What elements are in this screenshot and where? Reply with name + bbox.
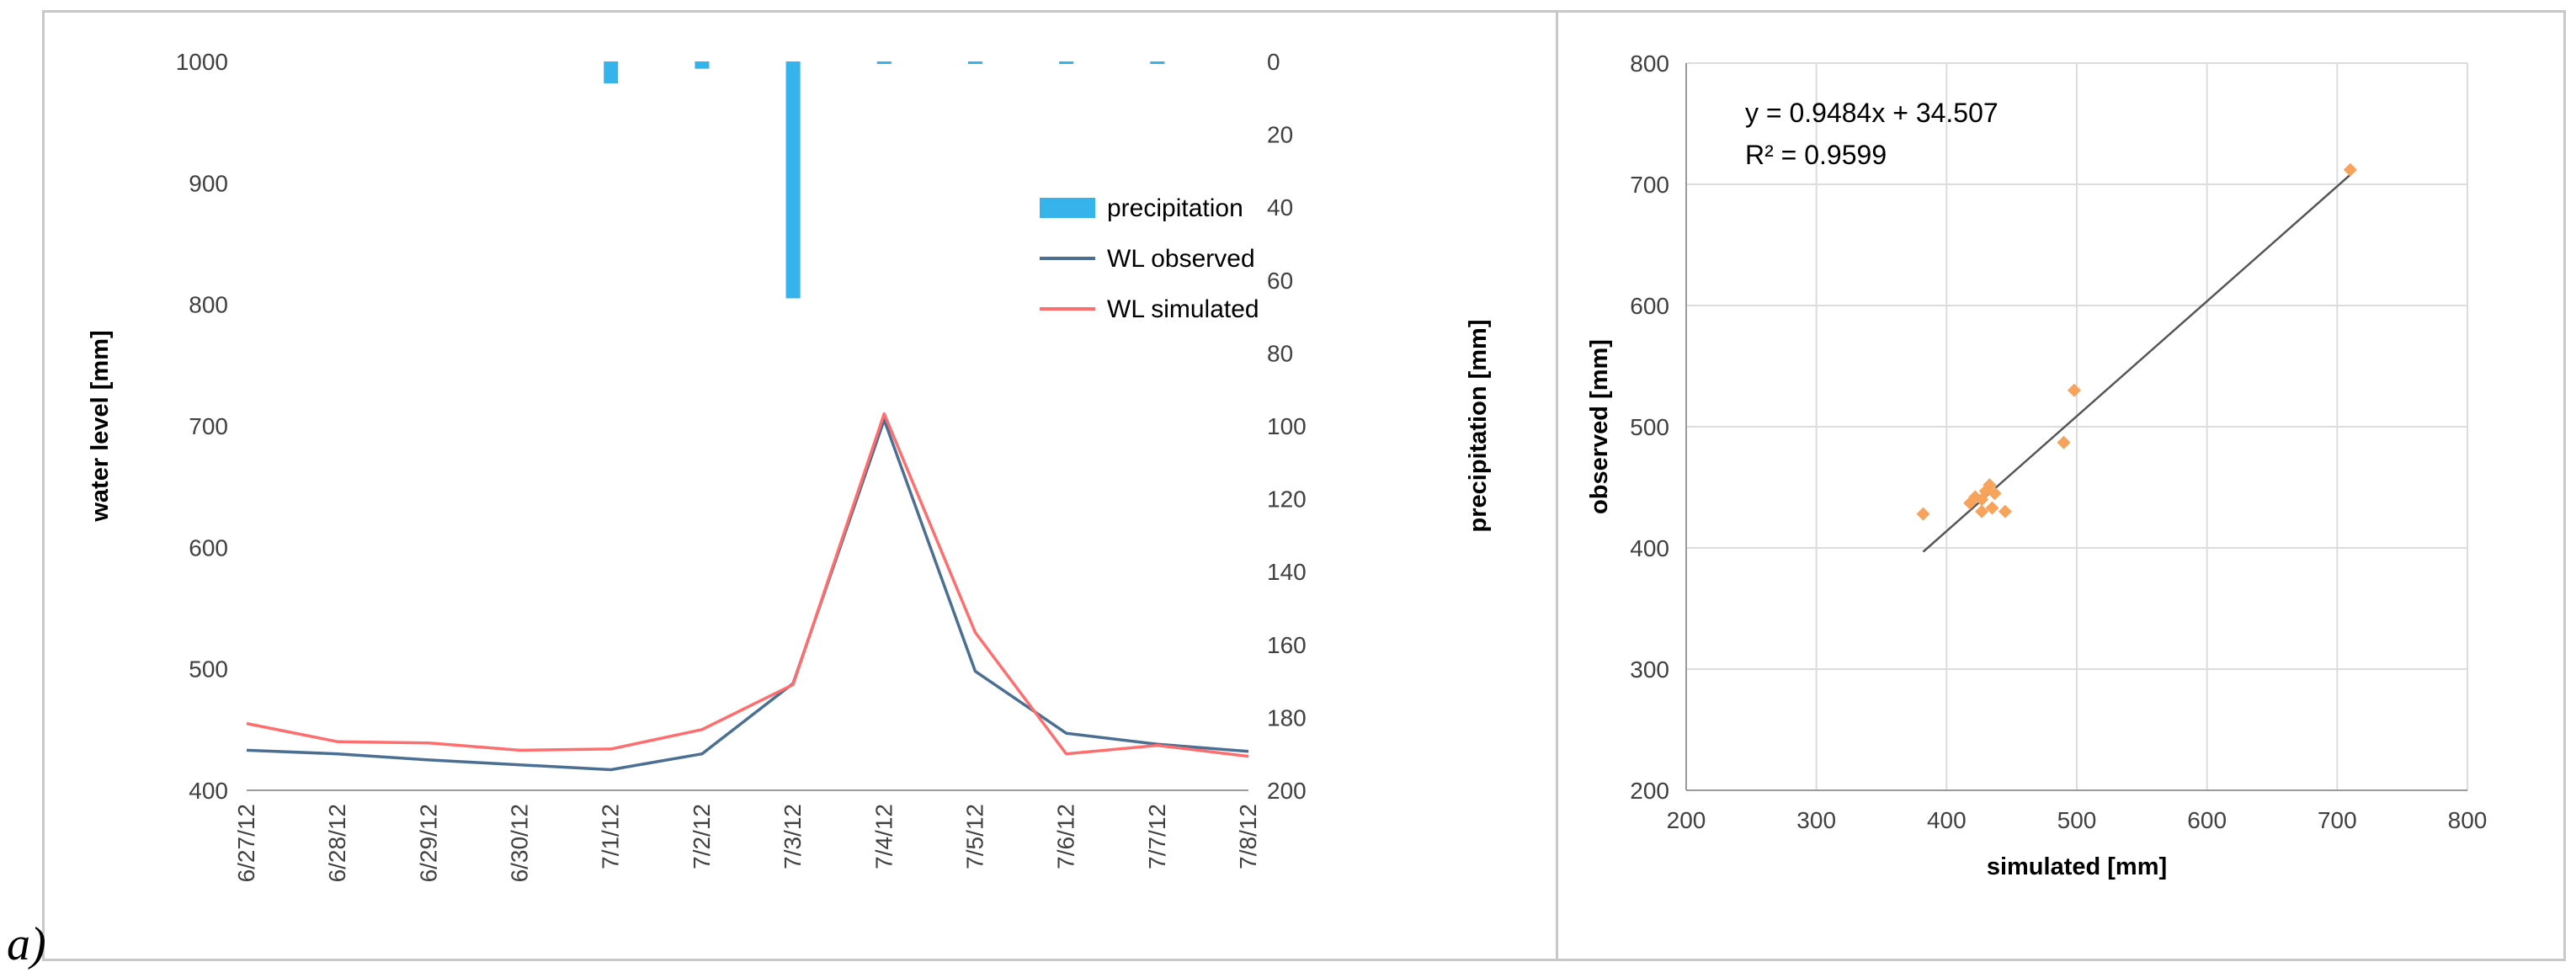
y2-tick-label: 60 [1267, 268, 1293, 294]
precipitation-bar [967, 61, 982, 64]
x-tick-label: 7/1/12 [598, 804, 624, 869]
precipitation-bar [604, 61, 619, 83]
y2-tick-label: 120 [1267, 486, 1307, 513]
y-tick-label: 800 [1630, 50, 1669, 77]
y-tick-label: 600 [1630, 293, 1669, 319]
scatter-point [1983, 478, 1997, 492]
y2-tick-label: 0 [1267, 49, 1280, 75]
y-tick-label: 800 [189, 292, 228, 318]
scatter-point [2067, 383, 2081, 397]
r-squared: R² = 0.9599 [1745, 140, 1887, 170]
x-tick-label: 500 [2057, 807, 2097, 833]
legend-entry: WL observed [1107, 245, 1255, 273]
x-tick-label: 6/27/12 [233, 804, 259, 882]
precipitation-bar [695, 61, 710, 69]
scatter-point [1975, 504, 1989, 518]
legend-swatch-precipitation [1040, 198, 1095, 218]
scatter-point [1985, 501, 1999, 515]
x-tick-label: 6/28/12 [324, 804, 350, 882]
y2-tick-label: 140 [1267, 559, 1307, 585]
x-tick-label: 7/4/12 [870, 804, 897, 869]
precipitation-bar [1150, 61, 1165, 64]
x-tick-label: 7/2/12 [689, 804, 715, 869]
scatter-point [1978, 484, 1993, 498]
y-tick-label: 1000 [176, 49, 228, 75]
precipitation-bar [1059, 61, 1074, 64]
scatter-chart-panel: 200 300 400 500 600 700 800 200 300 400 500 600 700 8… [1556, 10, 2566, 961]
y2-tick-label: 40 [1267, 194, 1293, 221]
x-tick-label: 7/5/12 [961, 804, 987, 869]
y2-tick-label: 100 [1267, 413, 1307, 439]
y-tick-label: 600 [189, 534, 228, 561]
scatter-chart: 200 300 400 500 600 700 800 200 300 400 500 600 700 8… [1586, 50, 2488, 880]
x-tick-label: 6/30/12 [507, 804, 533, 882]
scatter-point [1998, 504, 2012, 518]
x-tick-label: 700 [2318, 807, 2357, 833]
x-tick-label: 7/8/12 [1235, 804, 1261, 869]
legend-entry: precipitation [1107, 194, 1243, 222]
y2-axis-title: precipitation [mm] [1465, 320, 1492, 533]
y-tick-label: 300 [1630, 656, 1669, 683]
timeseries-chart-panel: 400 500 600 700 800 900 1000 0 20 40 60 80 100 120 140… [42, 10, 1566, 961]
y-tick-label: 200 [1630, 778, 1669, 804]
x-tick-label: 400 [1927, 807, 1967, 833]
y-tick-label: 700 [189, 413, 228, 439]
y-axis-title: observed [mm] [1586, 339, 1613, 514]
scatter-point [1916, 507, 1930, 521]
x-axis-title: simulated [mm] [1987, 853, 2167, 880]
x-tick-label: 200 [1667, 807, 1706, 833]
scatter-point [1988, 486, 2002, 501]
precipitation-bar [785, 61, 801, 299]
y-tick-label: 400 [1630, 535, 1669, 561]
x-tick-label: 600 [2187, 807, 2227, 833]
panel-label: a) [7, 918, 46, 970]
x-tick-label: 7/3/12 [780, 804, 806, 869]
y-tick-label: 500 [189, 656, 228, 683]
scatter-point [2057, 435, 2071, 449]
x-tick-label: 7/6/12 [1053, 804, 1079, 869]
x-tick-label: 300 [1796, 807, 1836, 833]
x-tick-label: 7/7/12 [1144, 804, 1170, 869]
series-line-wl-observed [246, 418, 1249, 772]
x-tick-label: 6/29/12 [415, 804, 441, 882]
y2-tick-label: 160 [1267, 632, 1307, 658]
y2-tick-label: 180 [1267, 704, 1307, 731]
y-axis-title: water level [mm] [87, 330, 114, 522]
scatter-point [2343, 162, 2357, 177]
series-line-wl-simulated [246, 412, 1249, 758]
y-tick-label: 700 [1630, 172, 1669, 198]
regression-equation: y = 0.9484x + 34.507 [1745, 98, 1999, 128]
y2-tick-label: 80 [1267, 340, 1293, 366]
timeseries-chart: 400 500 600 700 800 900 1000 0 20 40 60 80 100 120 140… [87, 49, 1492, 882]
y-tick-label: 900 [189, 170, 228, 196]
y-tick-label: 500 [1630, 414, 1669, 440]
x-tick-label: 800 [2448, 807, 2488, 833]
precipitation-bar [876, 61, 891, 64]
y2-tick-label: 20 [1267, 122, 1293, 148]
legend-entry: WL simulated [1107, 295, 1259, 323]
y-tick-label: 400 [189, 778, 228, 804]
y2-tick-label: 200 [1267, 778, 1307, 804]
